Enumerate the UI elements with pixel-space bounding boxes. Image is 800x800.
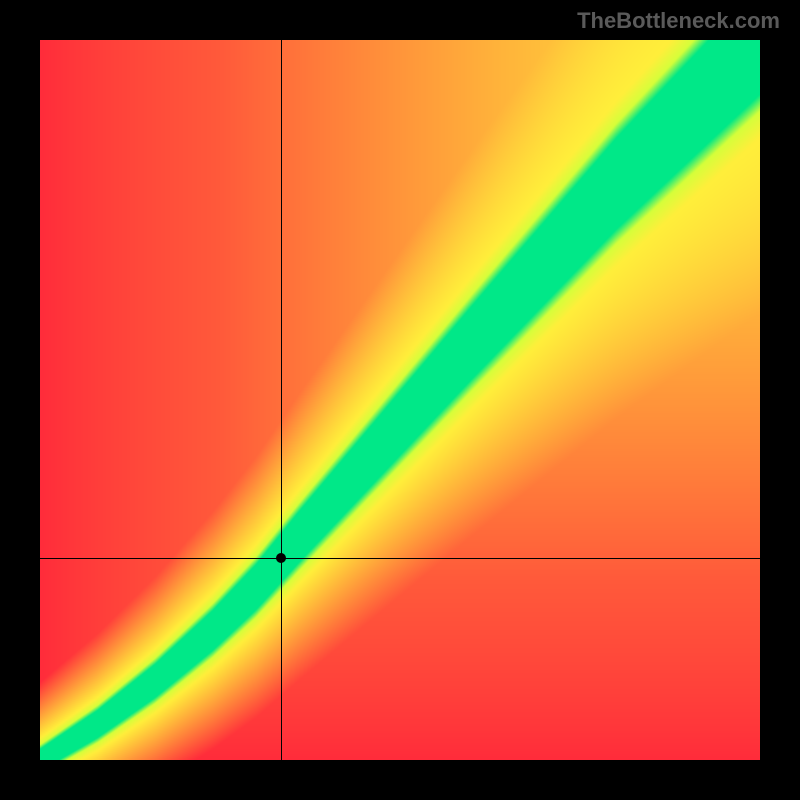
crosshair-vertical [281, 40, 282, 760]
plot-area [40, 40, 760, 760]
selection-marker [276, 553, 286, 563]
bottleneck-heatmap [40, 40, 760, 760]
crosshair-horizontal [40, 558, 760, 559]
watermark-text: TheBottleneck.com [577, 8, 780, 34]
